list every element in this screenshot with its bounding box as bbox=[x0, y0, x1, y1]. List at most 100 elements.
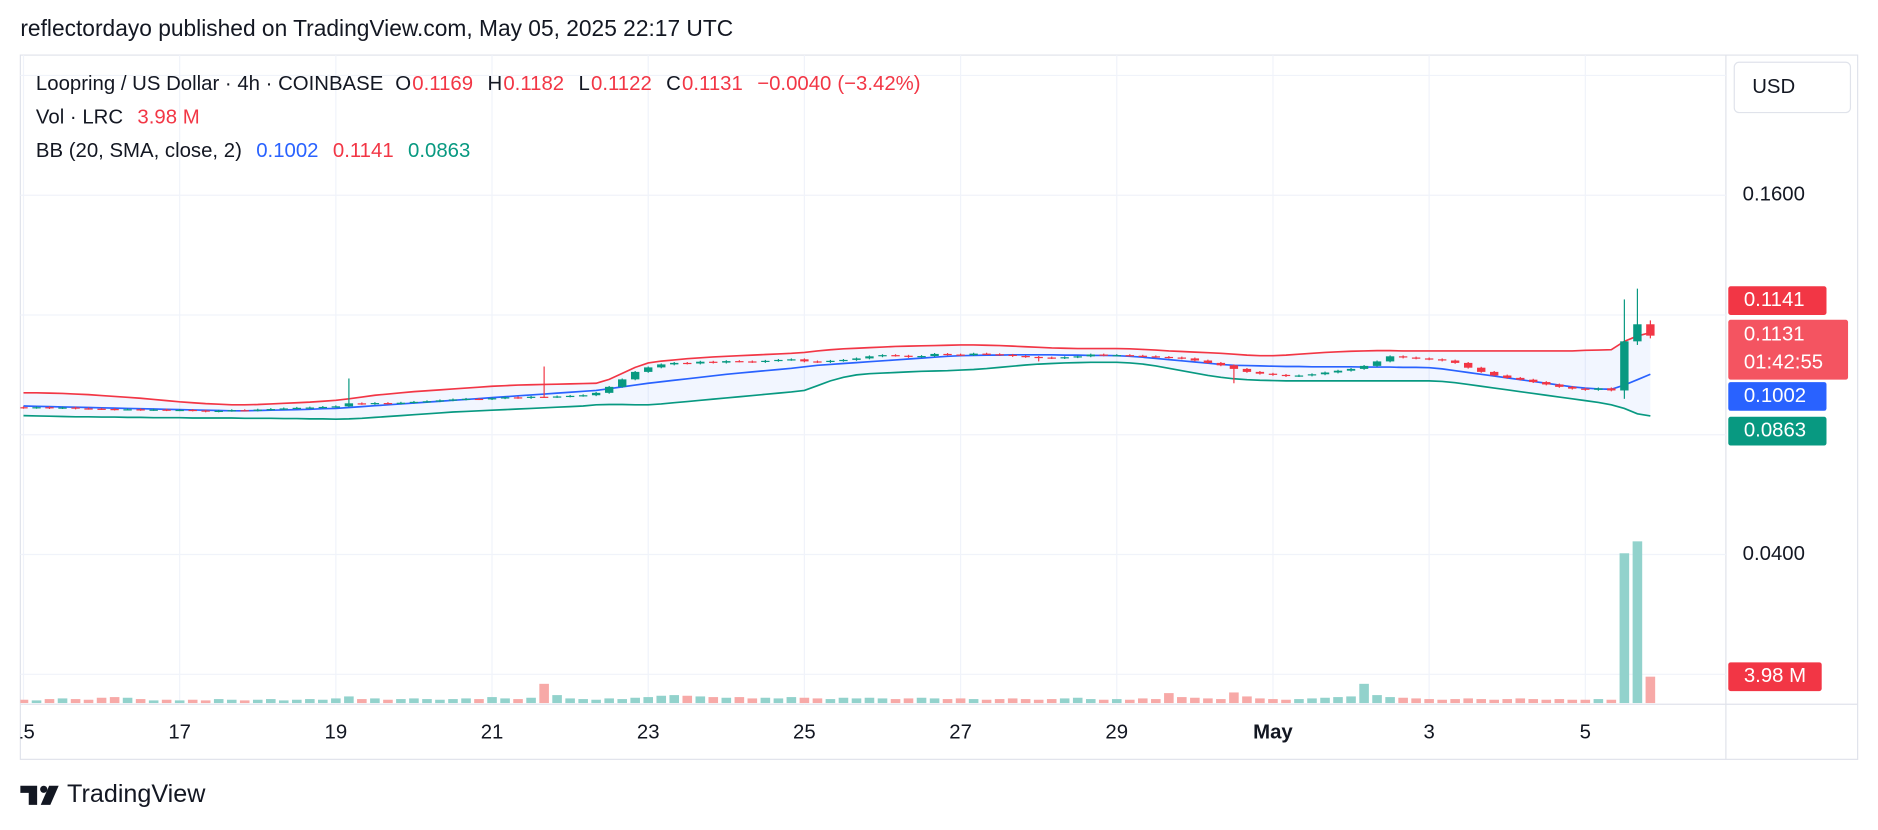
candle-body bbox=[1372, 361, 1382, 366]
candle-body bbox=[709, 361, 718, 363]
candle-body bbox=[513, 397, 523, 399]
x-tick-label: 27 bbox=[949, 721, 972, 743]
volume-bar bbox=[825, 699, 836, 704]
candle-body bbox=[240, 410, 249, 412]
currency-label[interactable]: USD bbox=[1752, 76, 1795, 98]
y-tick-label: 0.1600 bbox=[1743, 184, 1805, 206]
candle-body bbox=[618, 379, 627, 387]
volume-bar bbox=[1463, 698, 1473, 704]
candle-body bbox=[1008, 354, 1017, 357]
volume-bar bbox=[1111, 699, 1122, 704]
candle-body bbox=[1633, 324, 1642, 342]
volume-bar bbox=[96, 697, 107, 704]
volume-bar bbox=[1450, 699, 1460, 704]
volume-bar bbox=[1242, 696, 1252, 704]
volume-bar bbox=[994, 699, 1005, 704]
candle-body bbox=[149, 409, 158, 411]
candle-body bbox=[1516, 377, 1525, 380]
candle-body bbox=[917, 356, 926, 358]
time-axis: 15 17 19 21 23 25 27 29 May 3 5 bbox=[20, 721, 1591, 743]
volume-bar bbox=[292, 699, 302, 704]
candle-body bbox=[878, 355, 887, 357]
volume-bar bbox=[1177, 697, 1187, 704]
volume-bar bbox=[1437, 699, 1447, 704]
volume-bar bbox=[1411, 698, 1421, 704]
candle-body bbox=[162, 409, 171, 411]
volume-bar bbox=[1580, 699, 1591, 704]
volume-bar bbox=[1424, 699, 1434, 704]
volume-bar bbox=[461, 698, 471, 704]
volume-bar bbox=[1593, 699, 1604, 704]
candle-body bbox=[487, 398, 497, 400]
volume-bar bbox=[695, 696, 706, 704]
legend-main: Loopring / US Dollar · 4h · COINBASE O0.1… bbox=[36, 73, 921, 95]
candle-body bbox=[526, 396, 536, 398]
volume-value: 3.98 M bbox=[137, 107, 199, 129]
volume-bar bbox=[760, 697, 771, 704]
x-tick-label: 3 bbox=[1423, 721, 1434, 743]
candle-body bbox=[1242, 368, 1252, 372]
bb-fill bbox=[23, 332, 1651, 420]
volume-bar bbox=[578, 699, 588, 704]
volume-bar bbox=[1320, 697, 1330, 704]
volume-bar bbox=[1606, 699, 1617, 704]
candle-body bbox=[188, 409, 197, 412]
candle-body bbox=[435, 400, 445, 402]
ohlc-value: 0.1131 bbox=[682, 73, 743, 95]
candle-body bbox=[865, 356, 874, 359]
bb-lower-value: 0.0863 bbox=[408, 140, 470, 162]
volume-bar bbox=[604, 698, 614, 704]
bb-basis-badge-bg bbox=[1728, 382, 1827, 411]
volume-bar bbox=[252, 699, 263, 704]
volume-bar bbox=[1359, 683, 1369, 704]
candle-body bbox=[318, 406, 328, 409]
bb-lower-badge-bg bbox=[1728, 416, 1827, 446]
volume-bar bbox=[526, 697, 536, 704]
volume-bar bbox=[721, 697, 732, 704]
candle-body bbox=[696, 361, 705, 364]
candle-body bbox=[110, 409, 119, 411]
bb-basis-badge: 0.1002 bbox=[1744, 385, 1806, 407]
volume-bar bbox=[409, 698, 419, 704]
volume-bar bbox=[396, 699, 406, 704]
candle-body bbox=[71, 407, 80, 409]
candle-body bbox=[761, 360, 770, 363]
candle-body bbox=[552, 396, 562, 398]
volume-bar bbox=[1125, 699, 1135, 704]
ohlc-value: 0.1122 bbox=[591, 73, 652, 95]
volume-bar bbox=[357, 699, 367, 704]
volume-bar bbox=[1515, 698, 1526, 704]
volume-bar bbox=[1619, 553, 1630, 704]
candle-body bbox=[461, 398, 471, 401]
volume-bar bbox=[656, 695, 667, 704]
candle-body bbox=[422, 401, 432, 403]
candle-body bbox=[1112, 355, 1121, 357]
currency-button[interactable] bbox=[1733, 61, 1852, 114]
volume-bar bbox=[1072, 697, 1083, 704]
volume-bar bbox=[500, 698, 510, 704]
volume-bar bbox=[539, 683, 549, 704]
volume-bar bbox=[20, 699, 29, 704]
y-tick-label: 0.0400 bbox=[1743, 543, 1805, 565]
candle-body bbox=[1359, 365, 1369, 369]
volume-bar bbox=[682, 695, 693, 704]
candle-body bbox=[1555, 384, 1564, 387]
volume-bar bbox=[1372, 695, 1382, 704]
volume-bar bbox=[487, 697, 497, 704]
candle-body bbox=[136, 409, 145, 411]
volume-bar bbox=[44, 699, 55, 704]
candle-body bbox=[1346, 368, 1356, 371]
candle-body bbox=[1151, 356, 1161, 358]
candle-body bbox=[578, 395, 588, 397]
volume-bar bbox=[422, 699, 432, 704]
brand-logo bbox=[20, 785, 59, 805]
bb-upper-badge-bg bbox=[1728, 286, 1827, 315]
volume-bar bbox=[148, 700, 159, 704]
candle-body bbox=[279, 408, 288, 410]
candle-body bbox=[1581, 388, 1590, 390]
ohlc-key: C bbox=[666, 73, 681, 95]
legend-bb: BB (20, SMA, close, 2) 0.1002 0.1141 0.0863 bbox=[36, 140, 470, 162]
volume-bar bbox=[266, 699, 276, 704]
candle-body bbox=[448, 399, 458, 401]
